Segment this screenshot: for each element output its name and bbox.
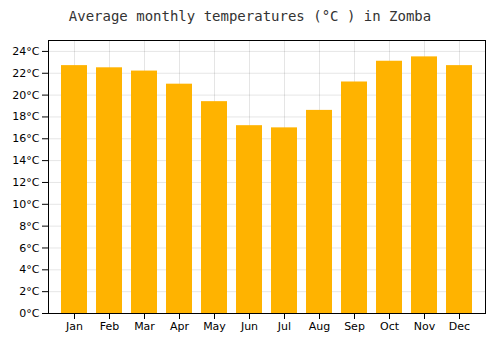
- svg-text:Mar: Mar: [134, 320, 155, 333]
- svg-text:Sep: Sep: [344, 320, 365, 333]
- svg-text:2°C: 2°C: [19, 285, 39, 298]
- svg-text:10°C: 10°C: [12, 198, 39, 211]
- svg-text:6°C: 6°C: [19, 242, 39, 255]
- html-text:Average monthly temperatures (: Average monthly temperatures (°C ) in Zo…: [68, 8, 432, 24]
- svg-text:0°C: 0°C: [19, 307, 39, 320]
- svg-text:Apr: Apr: [170, 320, 190, 333]
- svg-text:22°C: 22°C: [12, 67, 39, 80]
- svg-text:4°C: 4°C: [19, 263, 39, 276]
- svg-text:May: May: [203, 320, 226, 333]
- svg-text:18°C: 18°C: [12, 110, 39, 123]
- svg-text:Jan: Jan: [65, 320, 83, 333]
- svg-text:20°C: 20°C: [12, 89, 39, 102]
- svg-text:12°C: 12°C: [12, 176, 39, 189]
- svg-text:16°C: 16°C: [12, 132, 39, 145]
- svg-text:Jun: Jun: [240, 320, 258, 333]
- svg-text:24°C: 24°C: [12, 45, 39, 58]
- svg-text:8°C: 8°C: [19, 220, 39, 233]
- svg-text:Nov: Nov: [414, 320, 436, 333]
- svg-text:Aug: Aug: [309, 320, 330, 333]
- svg-text:Jul: Jul: [277, 320, 291, 333]
- svg-text:Oct: Oct: [380, 320, 400, 333]
- svg-text:Dec: Dec: [449, 320, 470, 333]
- svg-text:Feb: Feb: [100, 320, 119, 333]
- svg-text:14°C: 14°C: [12, 154, 39, 167]
